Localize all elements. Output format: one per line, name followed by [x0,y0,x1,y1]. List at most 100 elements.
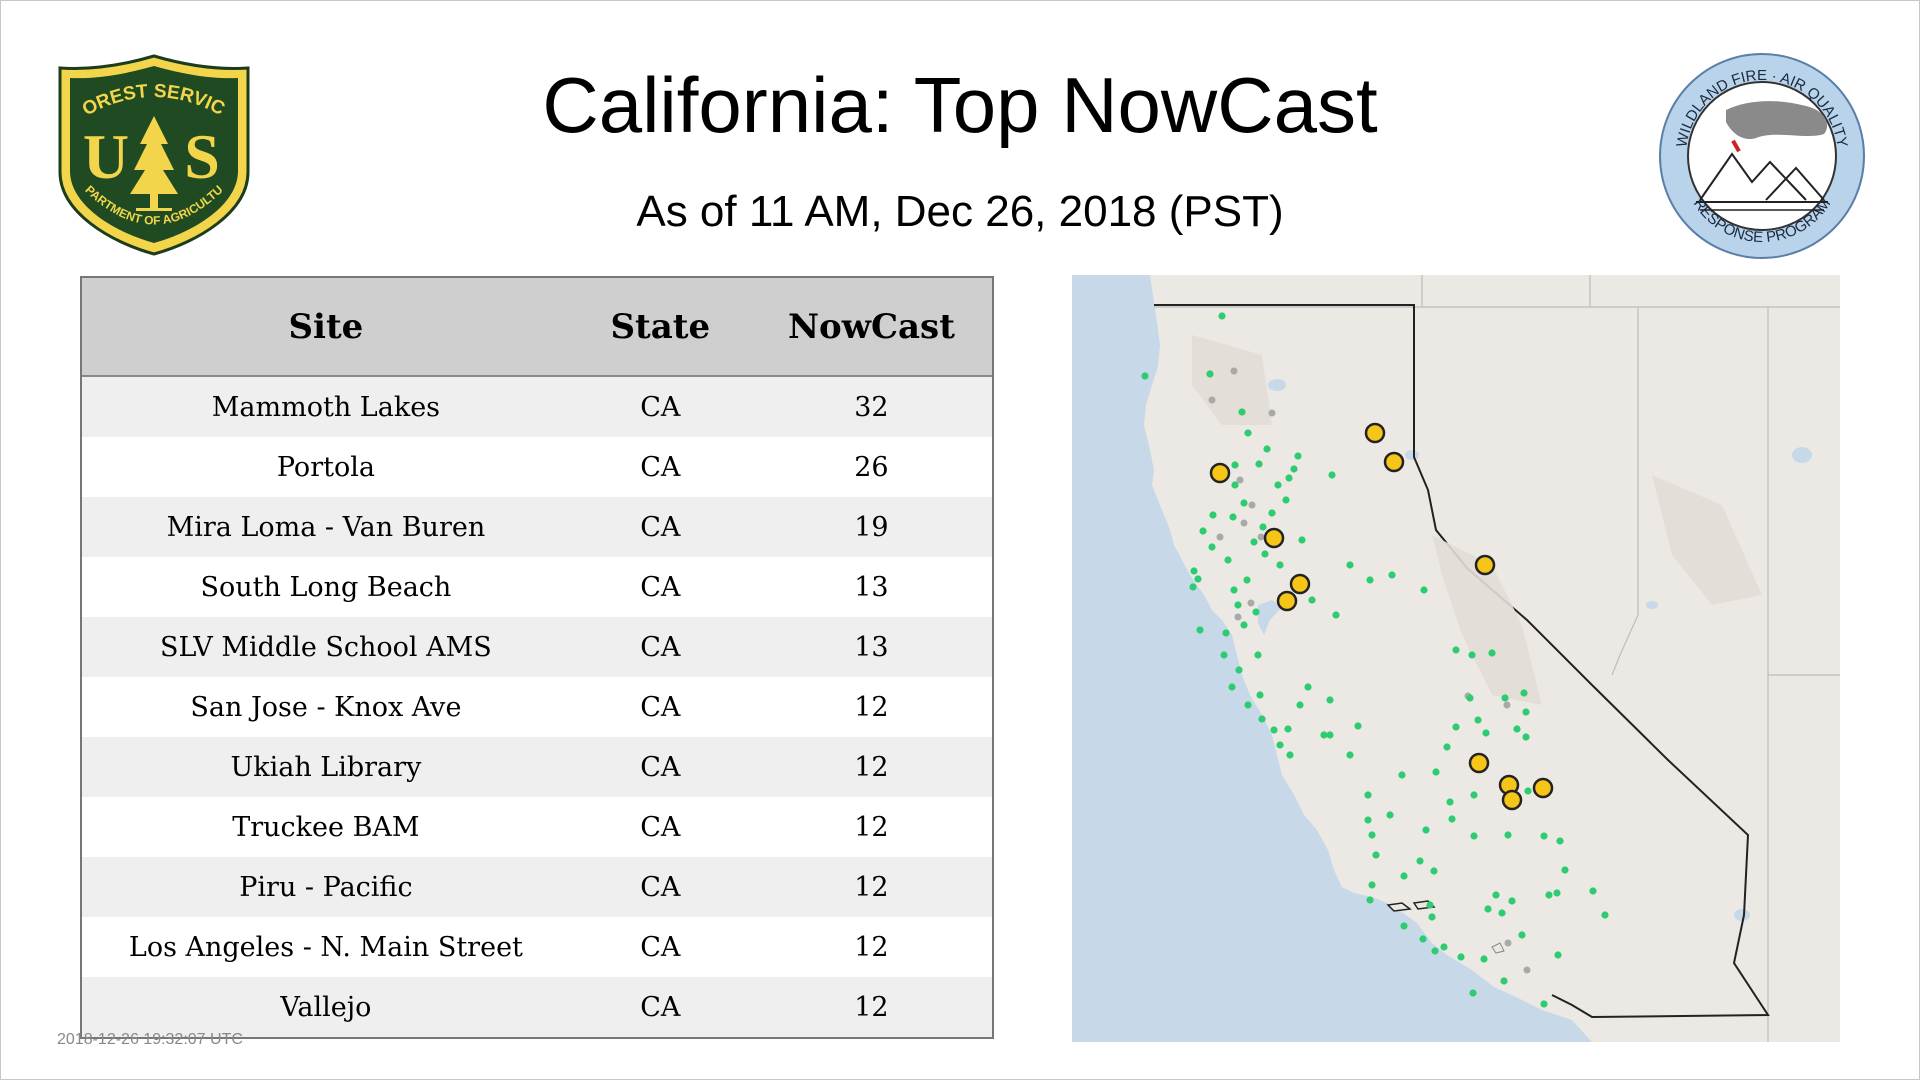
monitor-marker [1256,691,1264,699]
monitor-marker [1259,523,1267,531]
site-cell: San Jose - Knox Ave [82,677,570,737]
monitor-marker [1470,791,1478,799]
monitor-marker [1346,751,1354,759]
monitor-marker [1243,576,1251,584]
monitor-marker [1296,701,1304,709]
monitor-marker [1501,694,1509,702]
monitor-marker [1554,951,1562,959]
monitor-marker [1285,474,1293,482]
monitor-marker [1428,913,1436,921]
monitor-marker [1199,527,1207,535]
monitor-marker [1328,471,1336,479]
monitor-marker [1189,583,1197,591]
monitor-marker [1513,725,1521,733]
inactive-monitor-marker [1247,599,1255,607]
monitor-marker [1440,943,1448,951]
monitor-marker [1258,715,1266,723]
monitor-marker [1230,586,1238,594]
state-cell: CA [569,617,751,677]
monitor-marker [1540,832,1548,840]
table-row: Truckee BAM CA 12 [82,797,992,857]
monitor-marker [1240,621,1248,629]
table-row: SLV Middle School AMS CA 13 [82,617,992,677]
inactive-monitor-marker [1257,533,1265,541]
monitor-marker [1276,741,1284,749]
inactive-monitor-marker [1523,966,1531,974]
monitor-marker [1416,857,1424,865]
monitor-marker [1520,689,1528,697]
monitor-marker [1553,889,1561,897]
monitor-marker [1206,370,1214,378]
monitor-marker [1268,509,1276,517]
monitor-marker [1474,716,1482,724]
inactive-monitor-marker [1248,501,1256,509]
state-cell: CA [569,977,751,1037]
site-cell: Ukiah Library [82,737,570,797]
table-row: Piru - Pacific CA 12 [82,857,992,917]
monitor-marker [1368,881,1376,889]
nowcast-table: Site State NowCast Mammoth Lakes CA 32 P… [80,276,994,1039]
monitor-marker [1290,465,1298,473]
monitor-marker [1240,499,1248,507]
monitor-marker [1368,831,1376,839]
monitor-marker [1452,646,1460,654]
monitor-marker [1326,731,1334,739]
monitor-marker [1282,496,1290,504]
nowcast-cell: 12 [750,977,992,1037]
monitor-marker [1244,429,1252,437]
logo-letter-u: U [83,121,129,192]
monitor-marker [1498,909,1506,917]
monitor-marker [1432,768,1440,776]
nowcast-cell: 26 [750,437,992,497]
state-cell: CA [569,557,751,617]
state-cell: CA [569,737,751,797]
monitor-marker [1294,452,1302,460]
monitor-marker [1484,905,1492,913]
california-border [1154,304,1770,1019]
monitor-marker [1524,787,1532,795]
monitor-marker [1468,651,1476,659]
monitor-marker [1522,733,1530,741]
state-cell: CA [569,797,751,857]
monitor-marker [1400,872,1408,880]
monitor-marker [1252,608,1260,616]
monitor-marker [1228,683,1236,691]
monitor-marker [1601,911,1609,919]
monitor-marker [1419,935,1427,943]
monitor-marker [1231,461,1239,469]
inactive-monitor-marker [1208,396,1216,404]
monitor-marker [1231,481,1239,489]
table-row: Portola CA 26 [82,437,992,497]
state-cell: CA [569,497,751,557]
top-nowcast-site-marker [1276,590,1298,612]
generated-timestamp: 2018-12-26 19:32:07 UTC [57,1031,243,1048]
monitor-marker [1326,696,1334,704]
monitor-marker [1276,561,1284,569]
nowcast-cell: 13 [750,617,992,677]
monitor-marker [1364,816,1372,824]
nowcast-cell: 32 [750,376,992,437]
monitor-marker [1208,543,1216,551]
monitor-marker [1255,460,1263,468]
monitor-marker [1492,891,1500,899]
monitor-marker [1308,596,1316,604]
monitor-marker [1540,1000,1548,1008]
top-nowcast-site-marker [1263,527,1285,549]
california-map [1072,275,1840,1042]
site-cell: SLV Middle School AMS [82,617,570,677]
monitor-marker [1466,694,1474,702]
monitor-marker [1209,511,1217,519]
inactive-monitor-marker [1268,409,1276,417]
monitor-marker [1426,901,1434,909]
monitor-marker [1482,729,1490,737]
monitor-marker [1448,815,1456,823]
site-cell: Piru - Pacific [82,857,570,917]
monitor-marker [1457,953,1465,961]
inactive-monitor-marker [1503,701,1511,709]
monitor-marker [1244,701,1252,709]
monitor-marker [1446,798,1454,806]
site-cell: Truckee BAM [82,797,570,857]
monitor-marker [1508,897,1516,905]
table-header-row: Site State NowCast [82,278,992,377]
monitor-marker [1190,567,1198,575]
